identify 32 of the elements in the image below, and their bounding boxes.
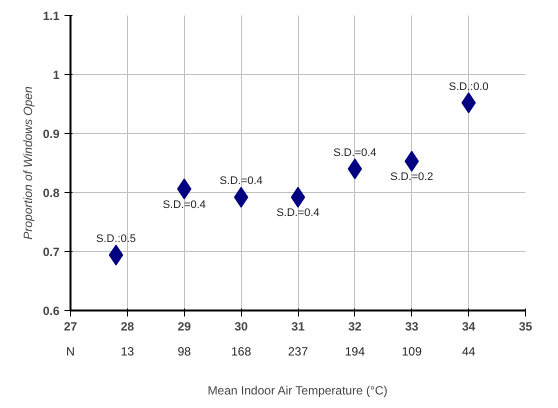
x-tick-label: 27 <box>64 320 78 334</box>
y-tick-label: 0.9 <box>42 127 60 141</box>
y-tick-label: 0.7 <box>42 245 60 259</box>
text: 194 <box>344 344 366 358</box>
text: 13 <box>120 344 134 358</box>
annotation: S.D.:0.5 <box>96 233 136 246</box>
x-tick-label: 35 <box>518 320 532 334</box>
y-axis-title: Proportion of Windows Open <box>20 86 35 240</box>
x-tick-label: 32 <box>348 320 362 334</box>
annotation: S.D.:0.0 <box>448 80 489 93</box>
x-axis-title: Mean Indoor Air Temperature (°C) <box>208 384 388 398</box>
x-tick-label: 34 <box>462 320 476 334</box>
text: 237 <box>288 344 308 358</box>
text: 168 <box>231 344 252 358</box>
y-tick-label: 1.1 <box>42 9 60 23</box>
text: 44 <box>462 344 476 358</box>
text: 98 <box>178 344 192 358</box>
text: 109 <box>402 344 422 358</box>
x-tick-label: 30 <box>234 320 248 334</box>
annotation: S.D.=0.4 <box>220 175 263 188</box>
y-tick-label: 1 <box>52 68 60 82</box>
x-tick-label: 29 <box>178 320 192 334</box>
text: N <box>66 344 75 358</box>
x-tick-label: 33 <box>405 320 419 334</box>
y-tick-label: 0.8 <box>42 186 60 200</box>
x-tick-label: 31 <box>291 320 305 334</box>
x-tick-label: 28 <box>120 320 134 334</box>
annotation: S.D.=0.2 <box>390 171 434 184</box>
annotation: S.D.=0.4 <box>333 146 376 159</box>
y-tick-label: 0.6 <box>42 304 60 318</box>
annotation: S.D.=0.4 <box>162 198 206 211</box>
annotation: S.D.=0.4 <box>276 207 320 220</box>
